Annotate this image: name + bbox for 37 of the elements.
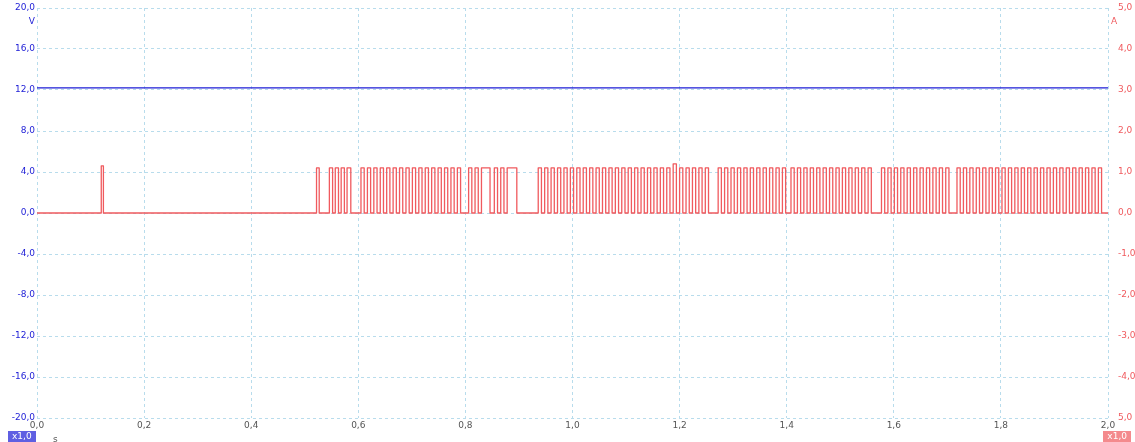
y-tick-label: 12,0 xyxy=(14,84,36,95)
text: x1,0 xyxy=(1103,431,1131,442)
x-tick-label: 0,0 xyxy=(29,419,45,430)
x-tick-label: 1,2 xyxy=(672,419,687,430)
y-tick-label: -12,0 xyxy=(11,330,36,341)
x-tick-label: 0,6 xyxy=(351,419,366,430)
x-tick-label: 1,4 xyxy=(779,419,795,430)
y2-tick-label: 0,0 xyxy=(1118,207,1133,218)
y-tick-label: 8,0 xyxy=(20,125,36,136)
y2-tick-label: 5,0 xyxy=(1118,2,1133,13)
y2-tick-label: -2,0 xyxy=(1118,289,1135,300)
y2-tick-label: -4,0 xyxy=(1118,371,1135,382)
x-tick-label: 0,4 xyxy=(244,419,259,430)
x-tick-label: 1,8 xyxy=(993,419,1009,430)
y-tick-label: -16,0 xyxy=(11,371,36,382)
y2-tick-label: -1,0 xyxy=(1118,248,1135,259)
y-tick-label: 16,0 xyxy=(14,43,36,54)
y2-tick-label: 2,0 xyxy=(1118,125,1133,136)
y2-tick-label: 3,0 xyxy=(1118,84,1133,95)
x-tick-label: 2,0 xyxy=(1100,419,1116,430)
text: x1,0 xyxy=(8,431,36,442)
y-axis-title: V xyxy=(28,15,36,26)
y2-tick-label: 4,0 xyxy=(1118,43,1133,54)
x-axis-title: s xyxy=(53,433,58,442)
y2-axis-title: A xyxy=(1111,15,1118,26)
y-tick-label: -4,0 xyxy=(17,248,36,259)
x-tick-label: 0,8 xyxy=(458,419,473,430)
y-tick-label: 4,0 xyxy=(20,166,36,177)
y2-tick-label: 1,0 xyxy=(1118,166,1133,177)
x-tick-label: 1,6 xyxy=(886,419,902,430)
y-tick-label: 20,0 xyxy=(14,2,36,13)
y2-tick-label: -3,0 xyxy=(1118,330,1135,341)
y-tick-label: 0,0 xyxy=(20,207,36,218)
y2-tick-label: 5,0 xyxy=(1118,412,1133,423)
x-tick-label: 0,2 xyxy=(136,419,152,430)
x-tick-label: 1,0 xyxy=(565,419,580,430)
y-tick-label: -8,0 xyxy=(17,289,36,300)
